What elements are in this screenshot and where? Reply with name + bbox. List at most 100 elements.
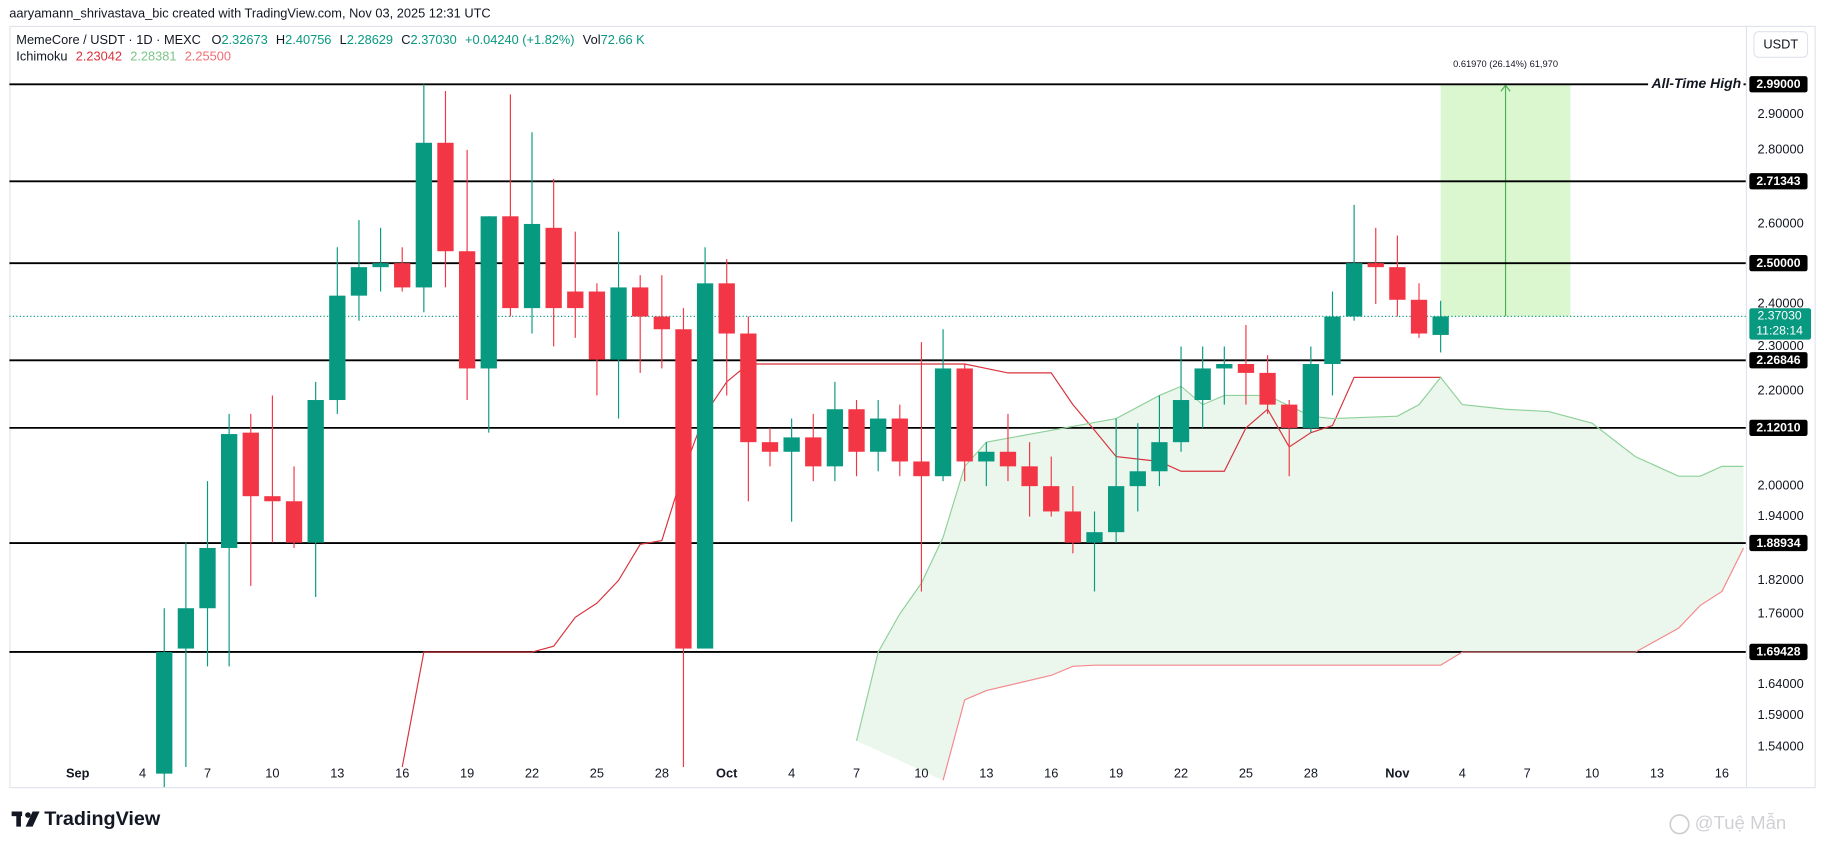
y-tick-label: 1.94000: [1757, 508, 1803, 523]
y-tick-label: 2.90000: [1757, 106, 1803, 121]
level-label: 2.12010: [1756, 421, 1800, 435]
x-tick-label: 28: [1304, 766, 1318, 781]
logo-icon: [16, 811, 21, 827]
x-tick-label: 7: [1524, 766, 1531, 781]
logo-icon: [25, 811, 40, 827]
indicator-legend: Ichimoku 2.23042 2.28381 2.25500: [16, 49, 231, 64]
candle-body: [1389, 267, 1406, 300]
x-tick-label: 16: [1044, 766, 1058, 781]
currency-button-label[interactable]: USDT: [1763, 36, 1798, 51]
axes: 2.90000 2.80000 2.60000 2.40000 2.30000 2.200…: [66, 59, 1812, 781]
x-tick-label: 28: [655, 766, 669, 781]
candle-body: [458, 251, 476, 369]
candle-body: [740, 333, 757, 443]
candle-body: [805, 437, 822, 467]
countdown-label: 11:28:14: [1756, 324, 1803, 338]
candle-body: [415, 142, 432, 288]
candle-body: [783, 437, 800, 452]
logo-icon: [25, 812, 31, 818]
last-price-bg: [1749, 308, 1812, 340]
y-tick-label: 2.00000: [1757, 478, 1803, 493]
ohlc-value: 2.37030: [411, 32, 457, 47]
y-tick-label: 2.60000: [1757, 215, 1803, 230]
x-tick-label: 10: [1585, 766, 1599, 781]
y-tick-label: 2.40000: [1757, 295, 1803, 310]
candle-body: [1043, 486, 1060, 512]
symbol-legend: MemeCore / USDT · 1D · MEXC O2.32673 H2.…: [16, 32, 645, 47]
candle-body: [675, 329, 692, 649]
candle-body: [242, 432, 259, 497]
candle-body: [891, 418, 908, 462]
change: +0.04240 (+1.82%): [465, 32, 575, 47]
x-tick-label: 7: [204, 766, 211, 781]
indicator-value: 2.25500: [185, 49, 231, 64]
candle-body: [718, 283, 735, 334]
candle-body: [1237, 364, 1255, 373]
indicator-value: 2.23042: [76, 49, 122, 64]
candle-body: [220, 434, 238, 548]
y-tick-label: 1.82000: [1757, 572, 1803, 587]
candle-body: [653, 316, 670, 330]
x-tick-label: 25: [1239, 766, 1253, 781]
candle-body: [567, 291, 584, 309]
level-label: 2.99000: [1756, 77, 1800, 91]
level-label-bg: [1749, 352, 1808, 369]
x-tick-label: 10: [265, 766, 279, 781]
indicator-label: Ichimoku: [16, 49, 67, 64]
candle-body: [156, 652, 173, 774]
candle-body: [502, 216, 519, 309]
candle-body: [350, 267, 368, 296]
indicator-line: [401, 363, 1441, 768]
candle-body: [1129, 471, 1146, 487]
indicator-value: 2.28381: [130, 49, 176, 64]
candle-body: [934, 368, 952, 477]
candle-body: [1259, 372, 1276, 405]
x-tick-label: 19: [460, 766, 474, 781]
candle-body: [1064, 511, 1082, 543]
candle-body: [177, 608, 195, 649]
candle-body: [1281, 404, 1298, 428]
x-tick-label: 16: [395, 766, 409, 781]
level-label-bg: [1749, 534, 1808, 552]
candle-body: [1172, 400, 1190, 443]
ohlc-value: 2.28629: [347, 32, 393, 47]
level-label-bg: [1749, 173, 1808, 190]
candle-body: [632, 287, 649, 317]
candle-body: [978, 451, 995, 462]
level-label-bg: [1749, 419, 1808, 437]
candle-body: [1432, 316, 1449, 335]
candle-body: [1216, 364, 1233, 369]
watermark-text: @Tuệ Mẫn: [1695, 812, 1787, 833]
ohlc-label: O: [211, 32, 221, 47]
x-tick-label: 22: [1174, 766, 1188, 781]
level-label-bg: [1749, 255, 1808, 272]
candle-body: [329, 295, 346, 401]
y-tick-label: 2.80000: [1757, 141, 1803, 156]
x-tick-label: 19: [1109, 766, 1123, 781]
candle-body: [264, 496, 281, 502]
level-annotation: All-Time High: [1651, 75, 1742, 91]
x-tick-label: 25: [590, 766, 604, 781]
ohlc-label: H: [276, 32, 285, 47]
level-label-bg: [1749, 76, 1808, 93]
x-tick-label: Sep: [66, 766, 90, 781]
attribution: aaryamann_shrivastava_bic created with T…: [9, 6, 490, 21]
x-tick-label: 13: [979, 766, 993, 781]
ohlc-value: 2.40756: [285, 32, 331, 47]
level-label: 2.71343: [1756, 174, 1800, 188]
candle-body: [696, 283, 714, 649]
currency-button[interactable]: [1753, 31, 1809, 58]
candle-body: [1194, 368, 1211, 401]
candle-body: [199, 547, 216, 609]
indicator-line: [942, 547, 1745, 781]
candle-body: [588, 291, 606, 360]
candle-body: [372, 263, 389, 268]
candle-body: [394, 263, 411, 288]
ohlc-label: L: [340, 32, 347, 47]
annotation-bg: [1648, 76, 1744, 93]
candle-body: [1367, 263, 1384, 268]
candle-body: [437, 142, 454, 252]
ohlc-label: C: [401, 32, 410, 47]
y-tick-label: 1.59000: [1757, 707, 1803, 722]
